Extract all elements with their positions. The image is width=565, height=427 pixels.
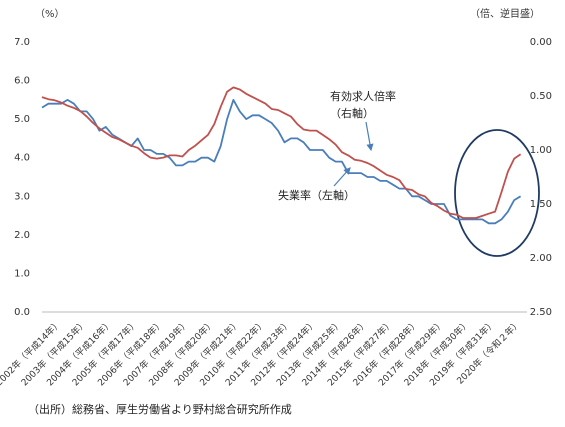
series-line bbox=[41, 86, 522, 219]
y2-tick-label: 0.00 bbox=[530, 37, 552, 48]
y-tick-label: 2.0 bbox=[14, 230, 30, 241]
y2-tick-label: 2.00 bbox=[530, 253, 552, 264]
y2-tick-label: 0.50 bbox=[530, 91, 552, 102]
y-unit-label: （%） bbox=[35, 8, 65, 20]
annotation: 有効求人倍率 bbox=[330, 89, 396, 103]
y2-tick-label: 1.00 bbox=[530, 145, 552, 156]
y2-tick-label: 1.50 bbox=[530, 199, 552, 210]
y-tick-label: 4.0 bbox=[14, 153, 30, 164]
y-tick-label: 6.0 bbox=[14, 76, 30, 87]
annotation: 失業率（左軸） bbox=[278, 188, 355, 202]
y-tick-label: 1.0 bbox=[14, 268, 30, 279]
highlight-ellipse bbox=[454, 129, 540, 257]
y-tick-label: 3.0 bbox=[14, 191, 30, 202]
source-note: （出所）総務省、厚生労働省より野村総合研究所作成 bbox=[28, 402, 292, 416]
y-tick-label: 7.0 bbox=[14, 37, 30, 48]
y-tick-label: 5.0 bbox=[14, 114, 30, 125]
y-tick-label: 0.0 bbox=[14, 307, 30, 318]
series-line bbox=[41, 99, 522, 225]
y2-tick-label: 2.50 bbox=[530, 307, 552, 318]
annotation: （右軸） bbox=[330, 106, 374, 120]
y2-unit-label: （倍、逆目盛） bbox=[470, 7, 540, 20]
arrow bbox=[365, 121, 374, 152]
